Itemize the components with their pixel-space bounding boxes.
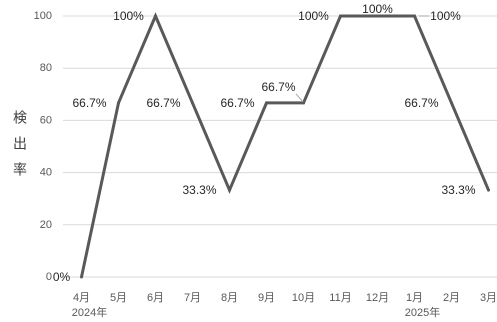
data-label: 33.3% [441, 183, 475, 197]
gridlines [63, 15, 497, 278]
x-tick-label: 3月 [480, 292, 497, 304]
x-tick-label: 1月 [406, 292, 423, 304]
y-tick-label: 20 [40, 219, 52, 231]
data-label: 66.7% [220, 96, 254, 110]
data-point [450, 101, 453, 105]
x-tick-label: 6月 [147, 292, 164, 304]
data-point [265, 101, 268, 105]
y-axis-title: 検出率 [12, 110, 28, 188]
data-label: 66.7% [404, 96, 438, 110]
data-label-leader [295, 93, 304, 103]
y-axis-ticks: 0 20 40 60 80 100 [34, 10, 52, 283]
x-axis-ticks: 4月 5月 6月 7月 8月 9月 10月 11月 12月 1月 2月 3月 [73, 292, 497, 304]
x-tick-label: 5月 [110, 292, 127, 304]
series-line [80, 12, 490, 278]
data-point [339, 14, 342, 18]
data-label: 33.3% [182, 183, 216, 197]
data-label-leaders [295, 15, 429, 103]
data-labels: 0% 66.7% 100% 66.7% 33.3% 66.7% 66.7% 100% 100% 1… [53, 2, 476, 284]
x-group-label: 2025年 [405, 305, 440, 319]
data-point [487, 188, 490, 192]
x-axis-year-labels: 2024年 2025年 [72, 305, 440, 319]
data-point [117, 101, 120, 105]
data-point [413, 14, 416, 18]
data-label: 100% [430, 9, 461, 23]
data-label: 66.7% [261, 80, 295, 94]
x-tick-label: 8月 [221, 292, 238, 304]
series [80, 12, 490, 279]
data-point [80, 275, 83, 279]
data-point [376, 14, 379, 18]
data-point [154, 14, 157, 18]
x-tick-label: 2月 [443, 292, 460, 304]
y-tick-label: 40 [40, 167, 52, 179]
x-tick-label: 11月 [329, 292, 351, 304]
data-label: 100% [298, 9, 329, 23]
x-tick-label: 12月 [366, 292, 389, 304]
data-label: 66.7% [72, 96, 106, 110]
data-label: 100% [113, 9, 144, 23]
y-tick-label: 60 [40, 114, 52, 126]
x-tick-label: 10月 [292, 292, 315, 304]
y-tick-label: 80 [40, 62, 52, 74]
y-tick-label: 100 [34, 10, 52, 22]
x-group-label: 2024年 [72, 305, 107, 319]
y-tick-label: 0 [46, 271, 52, 283]
x-tick-label: 7月 [184, 292, 201, 304]
x-tick-label: 9月 [258, 292, 275, 304]
data-label: 0% [53, 270, 71, 284]
data-point [191, 101, 194, 105]
x-tick-label: 4月 [73, 292, 90, 304]
data-label: 100% [362, 2, 393, 16]
data-point [228, 188, 231, 192]
data-point [302, 101, 305, 105]
data-label: 66.7% [146, 96, 180, 110]
